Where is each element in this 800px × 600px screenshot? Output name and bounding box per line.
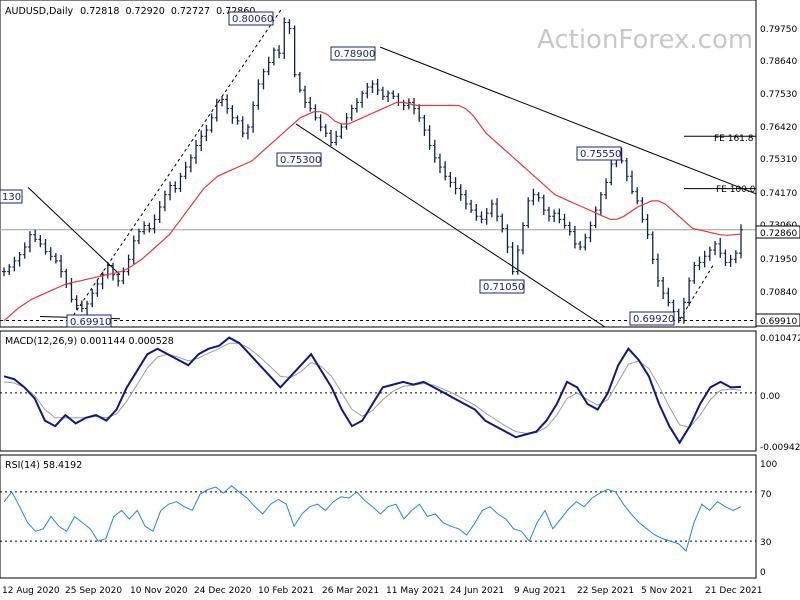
x-tick-label: 22 Sep 2021: [577, 586, 634, 596]
x-tick-label: 9 Aug 2021: [514, 586, 566, 596]
rsi-title: RSI(14) 58.4192: [5, 460, 82, 471]
ohlc-high: 0.72920: [125, 6, 164, 17]
annotation-nov-low: 0.69920: [629, 311, 675, 326]
macd-title: MACD(12,26,9) 0.001144 0.000528: [5, 336, 174, 347]
trendline-upper: [379, 46, 757, 195]
annotation-aug-low-label: 0.71050: [483, 282, 524, 293]
price-panel: [0, 0, 757, 328]
annotation-left-edge-label: 130: [2, 192, 21, 203]
y-tick-label: 0.76420: [760, 123, 797, 133]
x-tick-label: 11 May 2021: [386, 586, 445, 596]
rsi-panel: [0, 454, 757, 579]
macd-y-tick-label: -0.009426: [760, 443, 800, 453]
annotation-sep-high-label: 0.75550: [580, 149, 621, 160]
annotation-mar-low: 0.75300: [276, 152, 322, 167]
rsi-y-tick-label: 30: [760, 538, 772, 548]
rsi-layer: [0, 485, 756, 552]
rsi-y-tick-label: 100: [760, 460, 777, 470]
annotation-may-high: 0.78900: [330, 46, 376, 61]
support-price-label: 0.69910: [760, 317, 797, 327]
x-tick-label: 25 Sep 2020: [65, 586, 122, 596]
annotation-sep2020-low-label: 0.69910: [70, 317, 111, 328]
moving-average-line: [3, 101, 742, 322]
ohlc-low: 0.72727: [171, 6, 210, 17]
annotation-mar-low-label: 0.75300: [280, 155, 321, 166]
x-tick-label: 26 Mar 2021: [322, 586, 379, 596]
annotation-may-high-label: 0.78900: [334, 49, 375, 60]
x-axis: 12 Aug 2020 25 Sep 2020 10 Nov 2020 24 D…: [2, 586, 763, 596]
annotation-left-edge: 130: [0, 189, 23, 204]
y-tick-label: 0.75310: [760, 155, 797, 165]
macd-layer: [0, 336, 756, 445]
ohlc-open: 0.72818: [80, 6, 119, 17]
price-layer: [0, 8, 757, 328]
y-tick-label: 0.70840: [760, 288, 797, 298]
fib-100-label: FE 100.0: [716, 185, 756, 195]
rsi-y-tick-label: 0: [760, 568, 766, 578]
fib-161-label: FE 161.8: [714, 134, 754, 144]
y-tick-label: 0.78640: [760, 57, 797, 67]
rsi-y-tick-label: 70: [760, 490, 772, 500]
annotation-aug-low: 0.71050: [479, 279, 525, 294]
x-tick-label: 10 Feb 2021: [258, 586, 314, 596]
trendline-early: [27, 186, 121, 276]
x-tick-label: 12 Aug 2020: [2, 586, 60, 596]
support-price-box: [755, 313, 800, 327]
y-tick-label: 0.74170: [760, 189, 797, 199]
macd-signal-line: [3, 342, 742, 434]
rsi-line: [3, 485, 742, 552]
x-tick-label: 10 Nov 2020: [130, 586, 188, 596]
macd-line: [3, 336, 742, 445]
macd-y-tick-label: 0.010472: [760, 334, 800, 344]
current-price-box: [755, 225, 800, 239]
annotation-nov-low-label: 0.69920: [633, 314, 674, 325]
price-y-axis: 0.79750 0.78640 0.77530 0.76420 0.75310 …: [755, 25, 800, 327]
y-tick-label: 0.79750: [760, 25, 797, 35]
chart-title: AUDUSD,Daily 0.72818 0.72920 0.72727 0.7…: [5, 6, 255, 17]
symbol-label: AUDUSD,Daily: [5, 6, 74, 17]
x-tick-label: 5 Nov 2021: [641, 586, 693, 596]
trendline-lower: [295, 123, 606, 328]
y-tick-label: 0.71950: [760, 255, 797, 265]
y-tick-label: 0.77530: [760, 90, 797, 100]
annotation-sep2020-low: 0.69910: [66, 314, 112, 328]
x-tick-label: 24 Jun 2021: [450, 586, 504, 596]
macd-panel: [0, 330, 757, 452]
current-price-label: 0.72860: [760, 229, 797, 239]
x-tick-label: 24 Dec 2020: [194, 586, 252, 596]
x-tick-label: 21 Dec 2021: [705, 586, 763, 596]
trendline-dotted-recent: [679, 265, 714, 320]
annotation-high-label: 0.80060: [232, 14, 273, 25]
watermark: ActionForex.com: [537, 25, 753, 55]
annotation-high: 0.80060: [228, 11, 274, 26]
macd-y-tick-label: 0.00: [760, 392, 780, 402]
trendline-dotted: [69, 8, 283, 321]
annotation-sep-high: 0.75550: [576, 146, 622, 161]
